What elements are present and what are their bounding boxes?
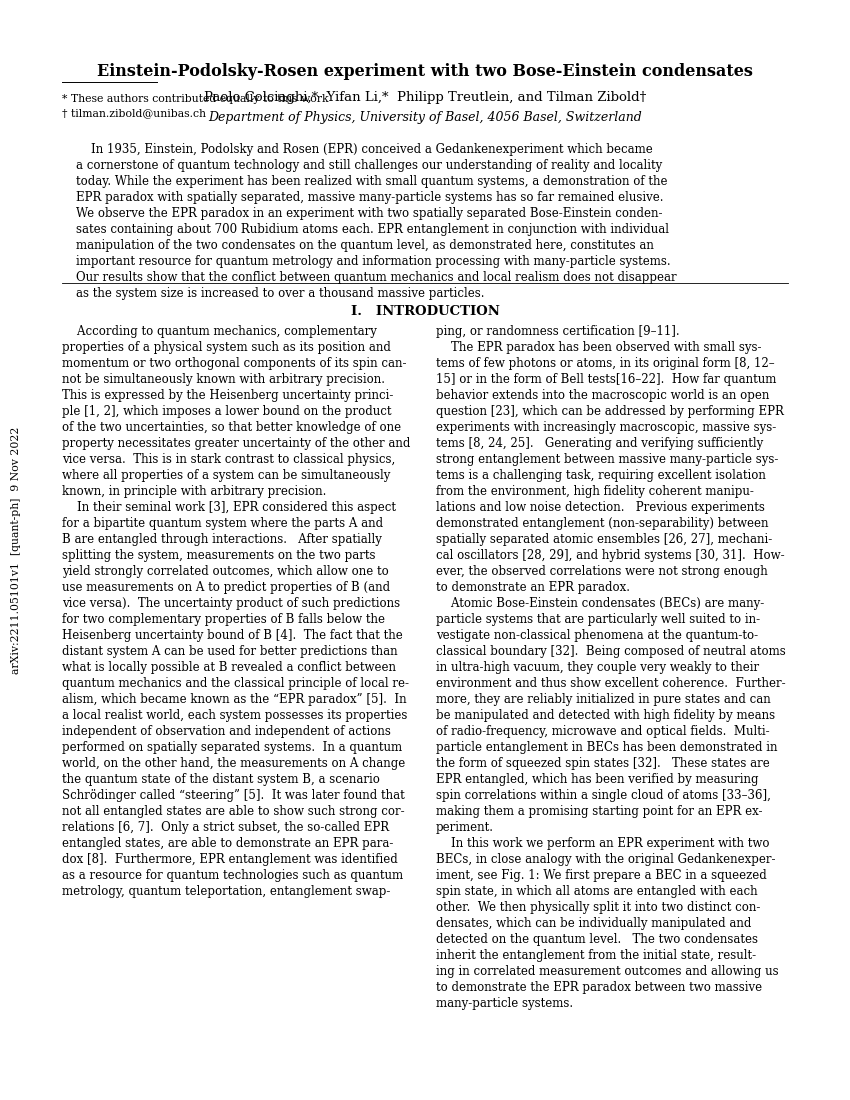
Text: * These authors contributed equally to this work: * These authors contributed equally to t…: [62, 94, 329, 104]
Text: I.   INTRODUCTION: I. INTRODUCTION: [350, 305, 500, 318]
Text: In 1935, Einstein, Podolsky and Rosen (EPR) conceived a Gedankenexperiment which: In 1935, Einstein, Podolsky and Rosen (E…: [76, 143, 677, 300]
Text: Department of Physics, University of Basel, 4056 Basel, Switzerland: Department of Physics, University of Bas…: [208, 111, 642, 124]
Text: arXiv:2211.05101v1  [quant-ph]  9 Nov 2022: arXiv:2211.05101v1 [quant-ph] 9 Nov 2022: [11, 427, 21, 673]
Text: ping, or randomness certification [9–11].
    The EPR paradox has been observed : ping, or randomness certification [9–11]…: [436, 324, 785, 1010]
Text: According to quantum mechanics, complementary
properties of a physical system su: According to quantum mechanics, compleme…: [62, 324, 411, 898]
Text: Paolo Colciaghi,*  Yifan Li,*  Philipp Treutlein, and Tilman Zibold†: Paolo Colciaghi,* Yifan Li,* Philipp Tre…: [204, 91, 646, 104]
Text: Einstein-Podolsky-Rosen experiment with two Bose-Einstein condensates: Einstein-Podolsky-Rosen experiment with …: [97, 63, 753, 80]
Text: † tilman.zibold@unibas.ch: † tilman.zibold@unibas.ch: [62, 108, 206, 118]
